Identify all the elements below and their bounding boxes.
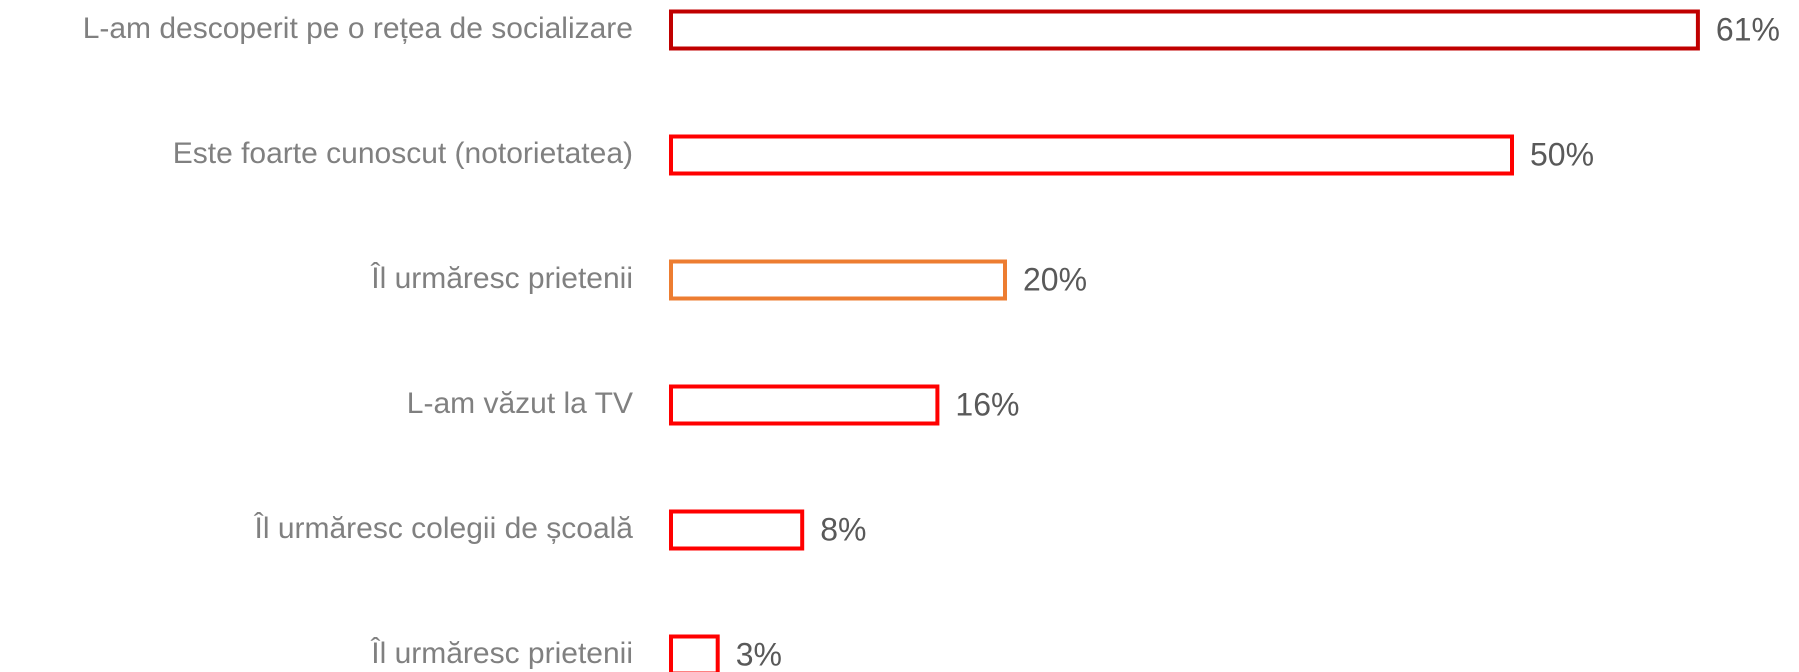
category-label: L-am descoperit pe o rețea de socializar… xyxy=(83,12,633,45)
value-label: 61% xyxy=(1716,11,1780,47)
bar xyxy=(669,384,940,426)
category-label: Îl urmăresc colegii de școală xyxy=(253,512,633,545)
bar xyxy=(669,259,1007,301)
value-label: 20% xyxy=(1023,261,1087,297)
bar xyxy=(669,134,1514,176)
value-label: 50% xyxy=(1530,136,1594,172)
category-label: L-am văzut la TV xyxy=(407,387,633,420)
value-label: 8% xyxy=(820,511,866,547)
value-label: 3% xyxy=(736,636,782,672)
category-label: Este foarte cunoscut (notorietatea) xyxy=(173,137,633,170)
category-label: Îl urmăresc prietenii xyxy=(370,637,633,670)
bar xyxy=(669,9,1700,51)
bar xyxy=(669,634,720,672)
value-label: 16% xyxy=(955,386,1019,422)
bar xyxy=(669,509,805,551)
category-label: Îl urmăresc prietenii xyxy=(370,262,633,295)
